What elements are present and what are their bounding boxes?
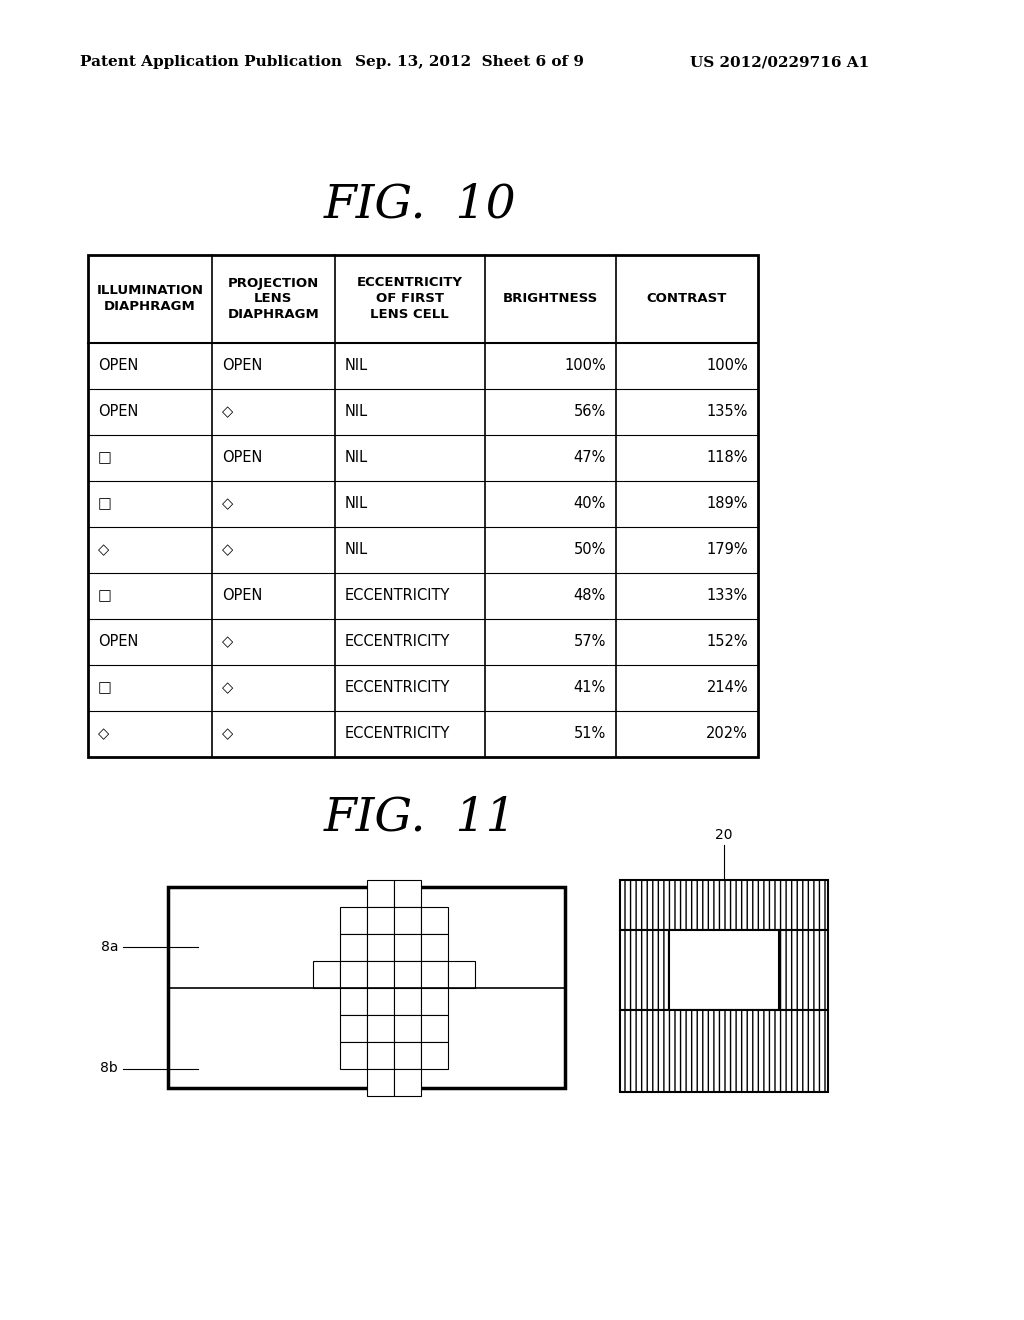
Bar	[368, 1041, 394, 1068]
Text: □: □	[98, 450, 112, 466]
Text: 152%: 152%	[707, 635, 748, 649]
Text: ILLUMINATION
DIAPHRAGM: ILLUMINATION DIAPHRAGM	[96, 285, 204, 314]
Bar	[620, 880, 828, 931]
Text: NIL: NIL	[344, 404, 368, 420]
Text: FIG.  11: FIG. 11	[324, 796, 516, 841]
Bar	[394, 1041, 421, 1068]
Text: 57%: 57%	[573, 635, 606, 649]
Text: □: □	[98, 589, 112, 603]
Text: OPEN: OPEN	[98, 359, 138, 374]
Text: OPEN: OPEN	[222, 359, 262, 374]
Bar	[368, 879, 394, 907]
Text: □: □	[98, 681, 112, 696]
Text: 133%: 133%	[707, 589, 748, 603]
Bar	[340, 1015, 368, 1041]
Text: ◇: ◇	[222, 543, 233, 557]
Text: ECCENTRICITY: ECCENTRICITY	[344, 726, 450, 742]
Text: 50%: 50%	[573, 543, 606, 557]
Text: 40%: 40%	[573, 496, 606, 511]
Text: NIL: NIL	[344, 496, 368, 511]
Bar	[313, 961, 340, 987]
Bar	[340, 987, 368, 1015]
Text: 214%: 214%	[707, 681, 748, 696]
Bar	[421, 987, 449, 1015]
Text: ECCENTRICITY
OF FIRST
LENS CELL: ECCENTRICITY OF FIRST LENS CELL	[356, 276, 463, 322]
Bar	[421, 933, 449, 961]
Text: NIL: NIL	[344, 543, 368, 557]
Text: ◇: ◇	[222, 635, 233, 649]
Text: ECCENTRICITY: ECCENTRICITY	[344, 635, 450, 649]
Bar	[394, 1015, 421, 1041]
Text: CONTRAST: CONTRAST	[647, 293, 727, 305]
Bar	[368, 907, 394, 933]
Text: □: □	[98, 496, 112, 511]
Text: US 2012/0229716 A1: US 2012/0229716 A1	[690, 55, 869, 69]
Bar	[168, 887, 565, 1088]
Bar	[394, 907, 421, 933]
Text: 8a: 8a	[100, 940, 118, 954]
Bar	[340, 961, 368, 987]
Text: 100%: 100%	[707, 359, 748, 374]
Text: 48%: 48%	[573, 589, 606, 603]
Bar	[421, 1041, 449, 1068]
Text: ◇: ◇	[222, 404, 233, 420]
Text: OPEN: OPEN	[222, 589, 262, 603]
Text: ◇: ◇	[222, 726, 233, 742]
Text: 118%: 118%	[707, 450, 748, 466]
Text: ◇: ◇	[98, 726, 110, 742]
Bar	[368, 961, 394, 987]
Text: 20: 20	[715, 828, 733, 842]
Text: OPEN: OPEN	[222, 450, 262, 466]
Text: 202%: 202%	[707, 726, 748, 742]
Text: ◇: ◇	[98, 543, 110, 557]
Text: NIL: NIL	[344, 359, 368, 374]
Bar	[394, 961, 421, 987]
Bar	[421, 1015, 449, 1041]
Bar	[394, 879, 421, 907]
Bar	[449, 961, 475, 987]
Bar	[340, 933, 368, 961]
Bar	[368, 1015, 394, 1041]
Text: ECCENTRICITY: ECCENTRICITY	[344, 589, 450, 603]
Text: BRIGHTNESS: BRIGHTNESS	[503, 293, 598, 305]
Text: 179%: 179%	[707, 543, 748, 557]
Bar	[421, 961, 449, 987]
Bar	[669, 931, 779, 1010]
Text: 51%: 51%	[573, 726, 606, 742]
Text: 56%: 56%	[573, 404, 606, 420]
Bar	[368, 987, 394, 1015]
Bar	[368, 933, 394, 961]
Bar	[421, 907, 449, 933]
Bar	[340, 1041, 368, 1068]
Text: Sep. 13, 2012  Sheet 6 of 9: Sep. 13, 2012 Sheet 6 of 9	[355, 55, 584, 69]
Text: ◇: ◇	[222, 496, 233, 511]
Text: 41%: 41%	[573, 681, 606, 696]
Text: Patent Application Publication: Patent Application Publication	[80, 55, 342, 69]
Text: 8b: 8b	[100, 1061, 118, 1076]
Bar	[368, 1068, 394, 1096]
Text: NIL: NIL	[344, 450, 368, 466]
Bar	[340, 907, 368, 933]
Bar	[394, 1068, 421, 1096]
Bar	[394, 933, 421, 961]
Text: PROJECTION
LENS
DIAPHRAGM: PROJECTION LENS DIAPHRAGM	[227, 276, 319, 322]
Text: OPEN: OPEN	[98, 635, 138, 649]
Bar	[620, 1010, 828, 1092]
Text: FIG.  10: FIG. 10	[324, 182, 516, 227]
Text: 47%: 47%	[573, 450, 606, 466]
Bar	[394, 987, 421, 1015]
Text: ◇: ◇	[222, 681, 233, 696]
Text: 189%: 189%	[707, 496, 748, 511]
Bar	[88, 255, 758, 756]
Text: 100%: 100%	[564, 359, 606, 374]
Text: 135%: 135%	[707, 404, 748, 420]
Bar	[779, 931, 828, 1010]
Bar	[620, 931, 669, 1010]
Text: OPEN: OPEN	[98, 404, 138, 420]
Text: ECCENTRICITY: ECCENTRICITY	[344, 681, 450, 696]
